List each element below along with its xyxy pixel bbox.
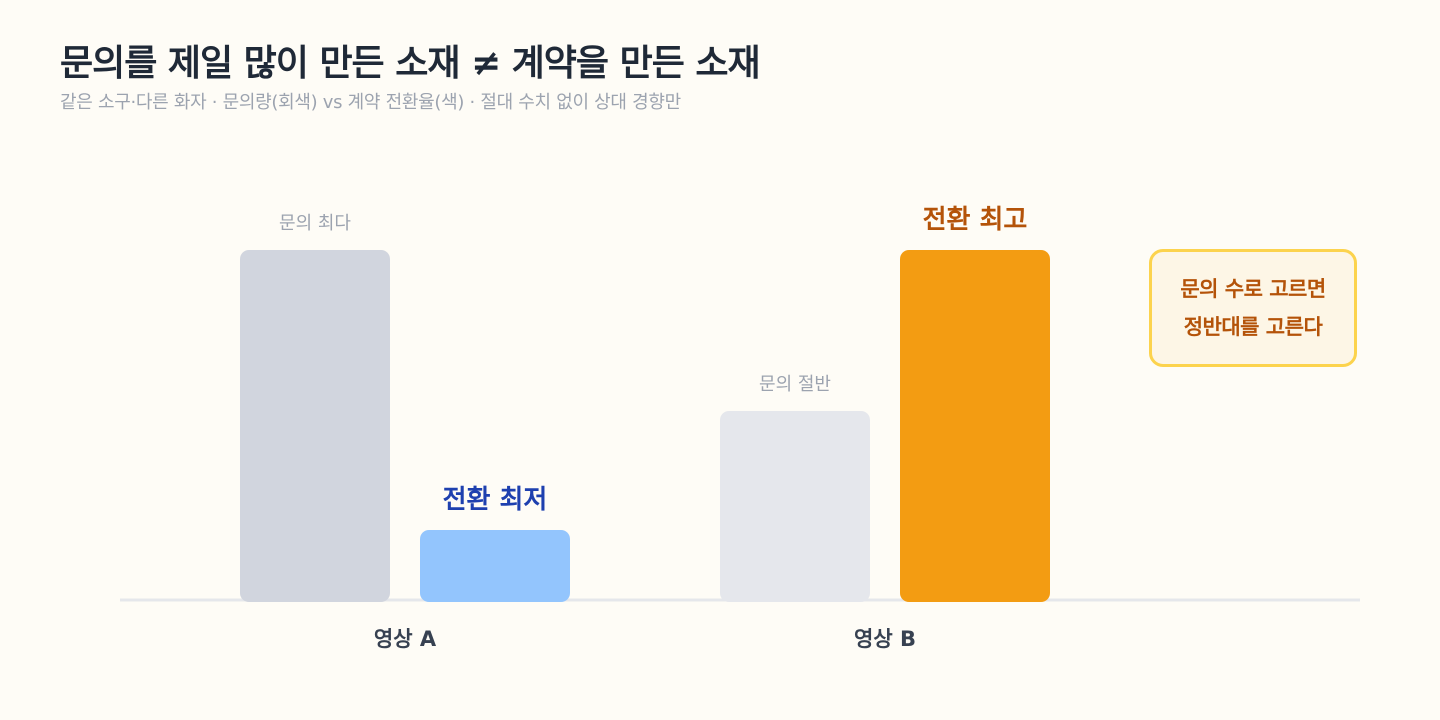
chart-subtitle: 같은 소구·다른 화자 · 문의량(회색) vs 계약 전환율(색) · 절대 …: [60, 92, 681, 113]
callout-line-1: 문의 수로 고르면: [1180, 277, 1326, 301]
bar-conversion-1: [420, 530, 570, 602]
bar-conversion-2: [900, 250, 1050, 602]
bar-inquiry-2: [720, 411, 870, 602]
bar-inquiry-1: [240, 250, 390, 602]
data-label-conversion-1: 전환 최저: [443, 485, 548, 515]
x-tick-label-1: 영상 A: [374, 627, 437, 651]
chart-title: 문의를 제일 많이 만든 소재 ≠ 계약을 만든 소재: [60, 43, 761, 84]
data-label-inquiry-1: 문의 최다: [279, 213, 351, 234]
data-label-conversion-2: 전환 최고: [923, 205, 1028, 235]
x-tick-label-2: 영상 B: [854, 627, 916, 651]
data-label-inquiry-2: 문의 절반: [759, 374, 831, 395]
callout-box: 문의 수로 고르면 정반대를 고른다: [1149, 249, 1357, 367]
callout-line-2: 정반대를 고른다: [1183, 315, 1323, 339]
